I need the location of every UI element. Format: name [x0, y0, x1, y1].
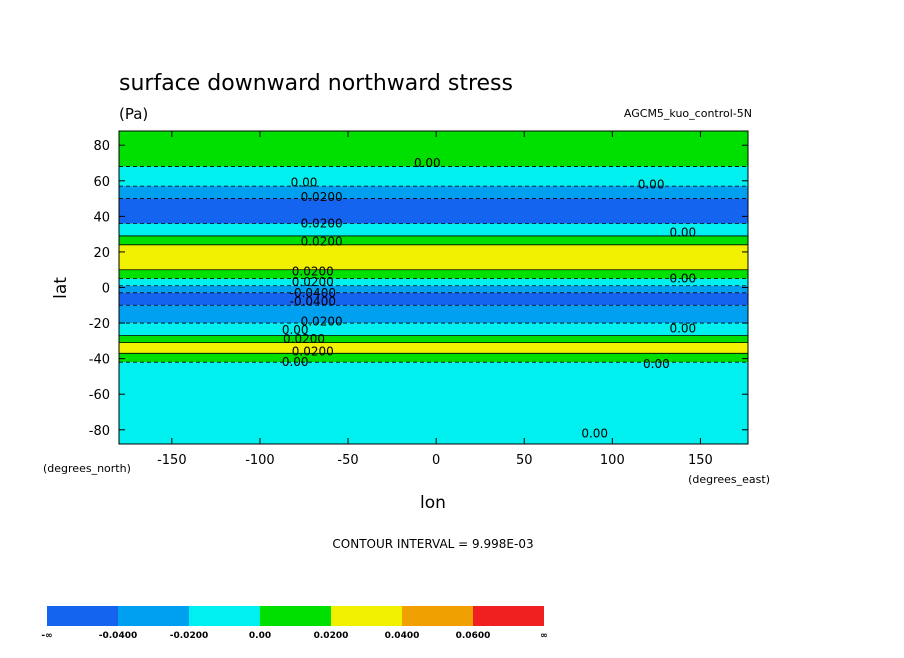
x-tick-label: 100: [600, 453, 625, 468]
contour-label-15: 0.0200: [283, 332, 325, 346]
contour-label-1: 0.00: [291, 176, 318, 190]
band-8: [119, 278, 748, 286]
contour-label-0: 0.00: [414, 156, 441, 170]
colorbar-swatch-6: [473, 606, 544, 626]
band-7: [119, 269, 748, 279]
colorbar-label-5: 0.0400: [385, 631, 420, 641]
colorbar-label-6: 0.0600: [456, 631, 491, 641]
band-11: [119, 305, 748, 324]
band-1: [119, 166, 748, 187]
y-tick-label: -60: [89, 388, 110, 403]
contour-label-17: 0.00: [282, 355, 309, 369]
y-tick-label: -80: [89, 424, 110, 439]
colorbar-swatch-1: [118, 606, 189, 626]
contour-labels: 0.000.00 0.000.02000.02000.02000.000.0200…: [282, 156, 696, 440]
band-13: [119, 335, 748, 343]
y-tick-label: 80: [93, 139, 110, 154]
y-tick-label: 20: [93, 246, 110, 261]
colorbar-label-3: 0.00: [249, 631, 271, 641]
y-axis-ticks: 80 60 40 20 0 -20 -40 -60 -80: [89, 139, 748, 439]
contour-label-11: -0.0400: [290, 295, 336, 309]
contour-label-7: 0.0200: [292, 264, 334, 278]
contour-label-18: 0.00: [643, 357, 670, 371]
colorbar-label-4: 0.0200: [314, 631, 349, 641]
colorbar-label-0: -∞: [41, 631, 52, 641]
band-14: [119, 342, 748, 354]
x-tick-label: 0: [432, 453, 440, 468]
band-2: [119, 186, 748, 199]
colorbar-label-2: -0.0200: [170, 631, 208, 641]
band-0: [119, 131, 748, 167]
colorbar-swatch-4: [331, 606, 402, 626]
contour-label-6: 0.00: [669, 225, 696, 239]
dataset-label: AGCM5_kuo_control-5N: [624, 107, 752, 120]
contour-label-8: 0.00: [669, 272, 696, 286]
colorbar-swatch-3: [260, 606, 331, 626]
contour-label-4: 0.0200: [301, 216, 343, 230]
band-16: [119, 362, 748, 444]
contour-label-13: 0.00: [282, 323, 309, 337]
contour-label-14: 0.00: [669, 321, 696, 335]
x-axis-ticks: -150 -100 -50 0 50 100 150: [157, 131, 713, 468]
x-tick-label: 150: [688, 453, 713, 468]
contour-field: [119, 131, 748, 444]
colorbar-label-7: ∞: [540, 631, 548, 641]
colorbar: -∞ -0.0400 -0.0200 0.00 0.0200 0.0400 0.0600 ∞: [41, 606, 548, 641]
y-tick-label: 40: [93, 210, 110, 225]
contour-label-10: -0.0400: [290, 286, 336, 300]
x-units-label: (degrees_east): [688, 473, 770, 486]
band-9: [119, 285, 748, 293]
band-4: [119, 223, 748, 236]
colorbar-label-1: -0.0400: [99, 631, 137, 641]
contour-label-3: 0.0200: [301, 190, 343, 204]
contour-label-19: 0.00: [581, 426, 608, 440]
contour-interval-text: CONTOUR INTERVAL = 9.998E-03: [332, 537, 533, 551]
x-tick-label: 50: [516, 453, 533, 468]
band-3: [119, 198, 748, 224]
chart-title: surface downward northward stress: [119, 71, 513, 96]
y-tick-label: 60: [93, 175, 110, 190]
y-tick-label: -20: [89, 317, 110, 332]
y-units-label: (degrees_north): [43, 462, 131, 475]
y-axis-label: lat: [51, 277, 71, 299]
x-axis-label: lon: [420, 493, 446, 513]
x-tick-label: -150: [157, 453, 187, 468]
colorbar-swatch-5: [402, 606, 473, 626]
contour-label-5: 0.0200: [301, 234, 343, 248]
colorbar-swatch-0: [47, 606, 118, 626]
contour-label-12: 0.0200: [301, 314, 343, 328]
contour-label-2: 0.00: [638, 177, 665, 191]
band-5: [119, 235, 748, 245]
y-tick-label: -40: [89, 353, 110, 368]
band-6: [119, 244, 748, 270]
band-12: [119, 323, 748, 336]
y-tick-label: 0: [102, 282, 110, 297]
contour-label-16: 0.0200: [292, 345, 334, 359]
colorbar-swatch-2: [189, 606, 260, 626]
x-tick-label: -100: [245, 453, 275, 468]
contour-label-9: 0.0200: [292, 275, 334, 289]
x-tick-label: -50: [337, 453, 358, 468]
band-15: [119, 353, 748, 363]
band-10: [119, 292, 748, 306]
units-label: (Pa): [119, 105, 148, 123]
